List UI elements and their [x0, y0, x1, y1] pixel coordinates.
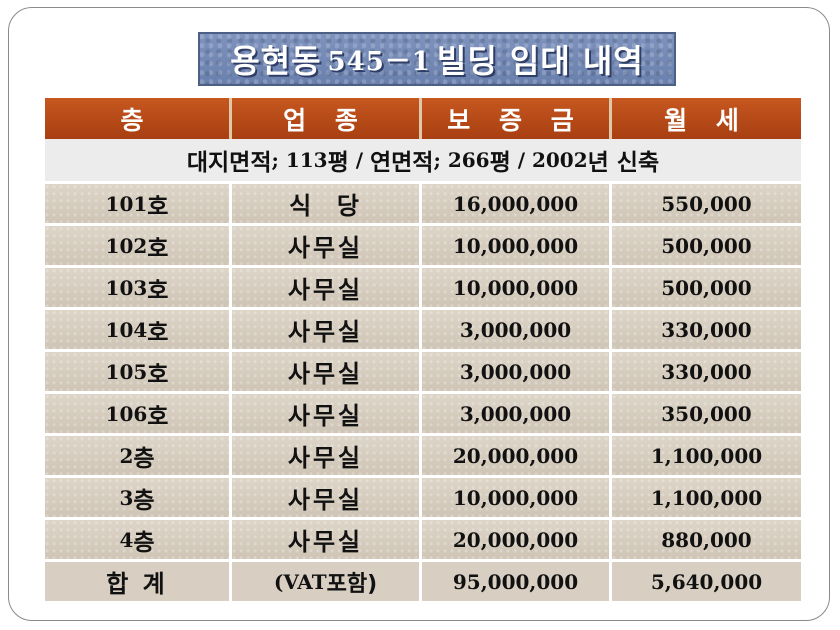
- unit-number: 2: [119, 443, 134, 468]
- deposit-cell: 20,000,000: [422, 436, 612, 478]
- header-floor: 층: [45, 98, 232, 139]
- title-number: 545－1: [327, 46, 431, 77]
- unit-cell: 101 호: [45, 184, 232, 226]
- unit-number: 101: [105, 191, 148, 216]
- business-cell: 사무실: [232, 436, 422, 478]
- unit-suffix: 호: [147, 277, 169, 304]
- table-row: 4 층 사무실 20,000,000 880,000: [45, 520, 801, 562]
- unit-cell: 102 호: [45, 226, 232, 268]
- table-row: 2 층 사무실 20,000,000 1,100,000: [45, 436, 801, 478]
- title-suffix: 빌딩 임대 내역: [436, 42, 644, 80]
- unit-number: 104: [105, 317, 148, 342]
- info-separator: /: [510, 148, 532, 172]
- land-area-value: ; 113: [271, 148, 328, 172]
- business-cell: 사무실: [232, 394, 422, 436]
- unit-suffix: 호: [147, 193, 169, 220]
- business-cell: 식 당: [232, 184, 422, 226]
- business-cell: 사무실: [232, 352, 422, 394]
- deposit-cell: 3,000,000: [422, 394, 612, 436]
- deposit-cell: 20,000,000: [422, 520, 612, 562]
- unit-number: 105: [105, 359, 148, 384]
- total-row: 합 계 (VAT 포함) 95,000,000 5,640,000: [45, 562, 801, 604]
- lease-table: 층 업 종 보 증 금 월 세 대지면적 ; 113 평 / 연면적 ; 266…: [45, 98, 801, 604]
- floor-area-unit: 평: [489, 150, 511, 176]
- unit-cell: 104 호: [45, 310, 232, 352]
- header-deposit: 보 증 금: [422, 98, 612, 139]
- unit-suffix: 호: [147, 319, 169, 346]
- land-area-unit: 평: [327, 150, 349, 176]
- table-row: 106 호 사무실 3,000,000 350,000: [45, 394, 801, 436]
- business-cell: 사무실: [232, 268, 422, 310]
- slide-frame: 용현동 545－1 빌딩 임대 내역 층 업 종 보 증 금 월 세 대지면적 …: [8, 7, 830, 621]
- unit-cell: 105 호: [45, 352, 232, 394]
- unit-number: 102: [105, 233, 148, 258]
- info-separator: /: [348, 148, 370, 172]
- rent-cell: 500,000: [612, 268, 801, 310]
- total-deposit: 95,000,000: [422, 562, 612, 604]
- business-cell: 사무실: [232, 226, 422, 268]
- total-label: 합 계: [45, 562, 232, 604]
- floor-area-label: 연면적: [369, 150, 434, 176]
- business-cell: 사무실: [232, 310, 422, 352]
- total-note-suffix: 포함): [326, 571, 378, 597]
- table-header: 층 업 종 보 증 금 월 세: [45, 98, 801, 139]
- table-row: 102 호 사무실 10,000,000 500,000: [45, 226, 801, 268]
- unit-suffix: 층: [133, 529, 155, 556]
- rent-cell: 550,000: [612, 184, 801, 226]
- floor-area-value: ; 266: [433, 148, 490, 172]
- unit-number: 4: [119, 527, 134, 552]
- rent-cell: 1,100,000: [612, 478, 801, 520]
- rent-cell: 880,000: [612, 520, 801, 562]
- unit-cell: 106 호: [45, 394, 232, 436]
- table-row: 3 층 사무실 10,000,000 1,100,000: [45, 478, 801, 520]
- table-row: 101 호 식 당 16,000,000 550,000: [45, 184, 801, 226]
- rent-cell: 500,000: [612, 226, 801, 268]
- header-rent: 월 세: [612, 98, 801, 139]
- land-area-label: 대지면적: [186, 150, 272, 176]
- business-cell: 사무실: [232, 478, 422, 520]
- rent-cell: 1,100,000: [612, 436, 801, 478]
- built-year: 2002: [531, 148, 588, 172]
- building-info: 대지면적 ; 113 평 / 연면적 ; 266 평 / 2002 년 신축: [45, 139, 801, 184]
- total-note: (VAT 포함): [232, 562, 422, 604]
- unit-suffix: 층: [133, 487, 155, 514]
- title-prefix: 용현동: [230, 42, 322, 80]
- table-body: 101 호 식 당 16,000,000 550,000 102 호 사무실 10,000,00…: [45, 184, 801, 562]
- deposit-cell: 3,000,000: [422, 352, 612, 394]
- deposit-cell: 10,000,000: [422, 268, 612, 310]
- rent-cell: 350,000: [612, 394, 801, 436]
- unit-number: 3: [119, 485, 134, 510]
- deposit-cell: 3,000,000: [422, 310, 612, 352]
- deposit-cell: 10,000,000: [422, 226, 612, 268]
- table-row: 104 호 사무실 3,000,000 330,000: [45, 310, 801, 352]
- deposit-cell: 16,000,000: [422, 184, 612, 226]
- deposit-cell: 10,000,000: [422, 478, 612, 520]
- page-title: 용현동 545－1 빌딩 임대 내역: [198, 32, 676, 86]
- unit-number: 103: [105, 275, 148, 300]
- total-rent: 5,640,000: [612, 562, 801, 604]
- total-note-prefix: (VAT: [273, 569, 327, 594]
- table-row: 105 호 사무실 3,000,000 330,000: [45, 352, 801, 394]
- rent-cell: 330,000: [612, 352, 801, 394]
- unit-suffix: 호: [147, 361, 169, 388]
- unit-suffix: 층: [133, 445, 155, 472]
- header-business: 업 종: [232, 98, 422, 139]
- built-year-suffix: 년 신축: [587, 150, 660, 176]
- unit-suffix: 호: [147, 235, 169, 262]
- business-cell: 사무실: [232, 520, 422, 562]
- unit-cell: 103 호: [45, 268, 232, 310]
- table-row: 103 호 사무실 10,000,000 500,000: [45, 268, 801, 310]
- unit-suffix: 호: [147, 403, 169, 430]
- unit-number: 106: [105, 401, 148, 426]
- rent-cell: 330,000: [612, 310, 801, 352]
